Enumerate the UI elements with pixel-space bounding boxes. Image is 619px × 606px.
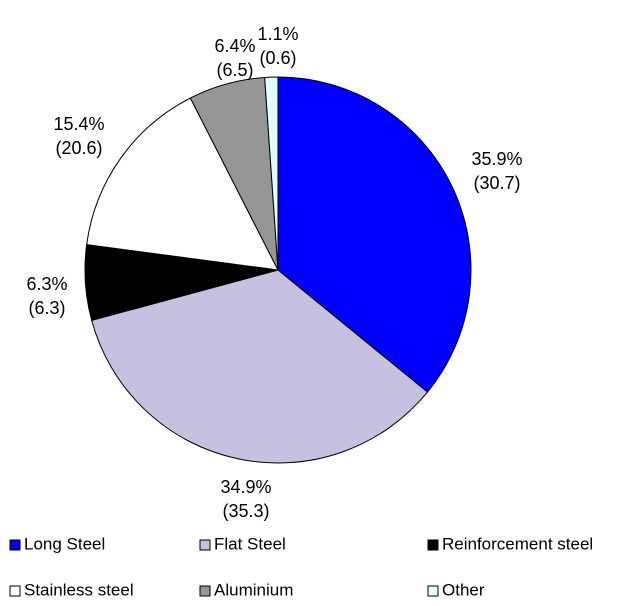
slice-label-secondary: (6.5)	[216, 60, 253, 80]
slice-label-secondary: (6.3)	[28, 298, 65, 318]
legend-swatch	[427, 539, 439, 551]
slice-label: 34.9%	[220, 477, 271, 497]
legend-swatch	[199, 585, 211, 597]
slice-label: 6.4%	[214, 36, 255, 56]
legend-swatch	[427, 585, 439, 597]
slice-label: 35.9%	[471, 149, 522, 169]
pie-slice	[86, 97, 279, 271]
legend-label: Flat Steel	[214, 534, 286, 553]
legend-label: Aluminium	[214, 580, 293, 599]
slice-label-secondary: (0.6)	[259, 48, 296, 68]
slice-label: 6.3%	[26, 274, 67, 294]
legend-label: Long Steel	[24, 534, 105, 553]
slice-label: 15.4%	[53, 114, 104, 134]
legend-label: Stainless steel	[24, 580, 134, 599]
pie-slice	[277, 76, 472, 393]
legend-swatch	[199, 539, 211, 551]
legend-label: Other	[442, 580, 485, 599]
legend-swatch	[9, 585, 21, 597]
pie-slice	[91, 269, 429, 464]
legend-swatch	[9, 539, 21, 551]
slice-label-secondary: (30.7)	[473, 173, 520, 193]
pie-slice	[264, 76, 279, 271]
slice-label-secondary: (35.3)	[222, 501, 269, 521]
slice-label-secondary: (20.6)	[55, 138, 102, 158]
slice-label: 1.1%	[257, 24, 298, 44]
legend-label: Reinforcement steel	[442, 534, 593, 553]
